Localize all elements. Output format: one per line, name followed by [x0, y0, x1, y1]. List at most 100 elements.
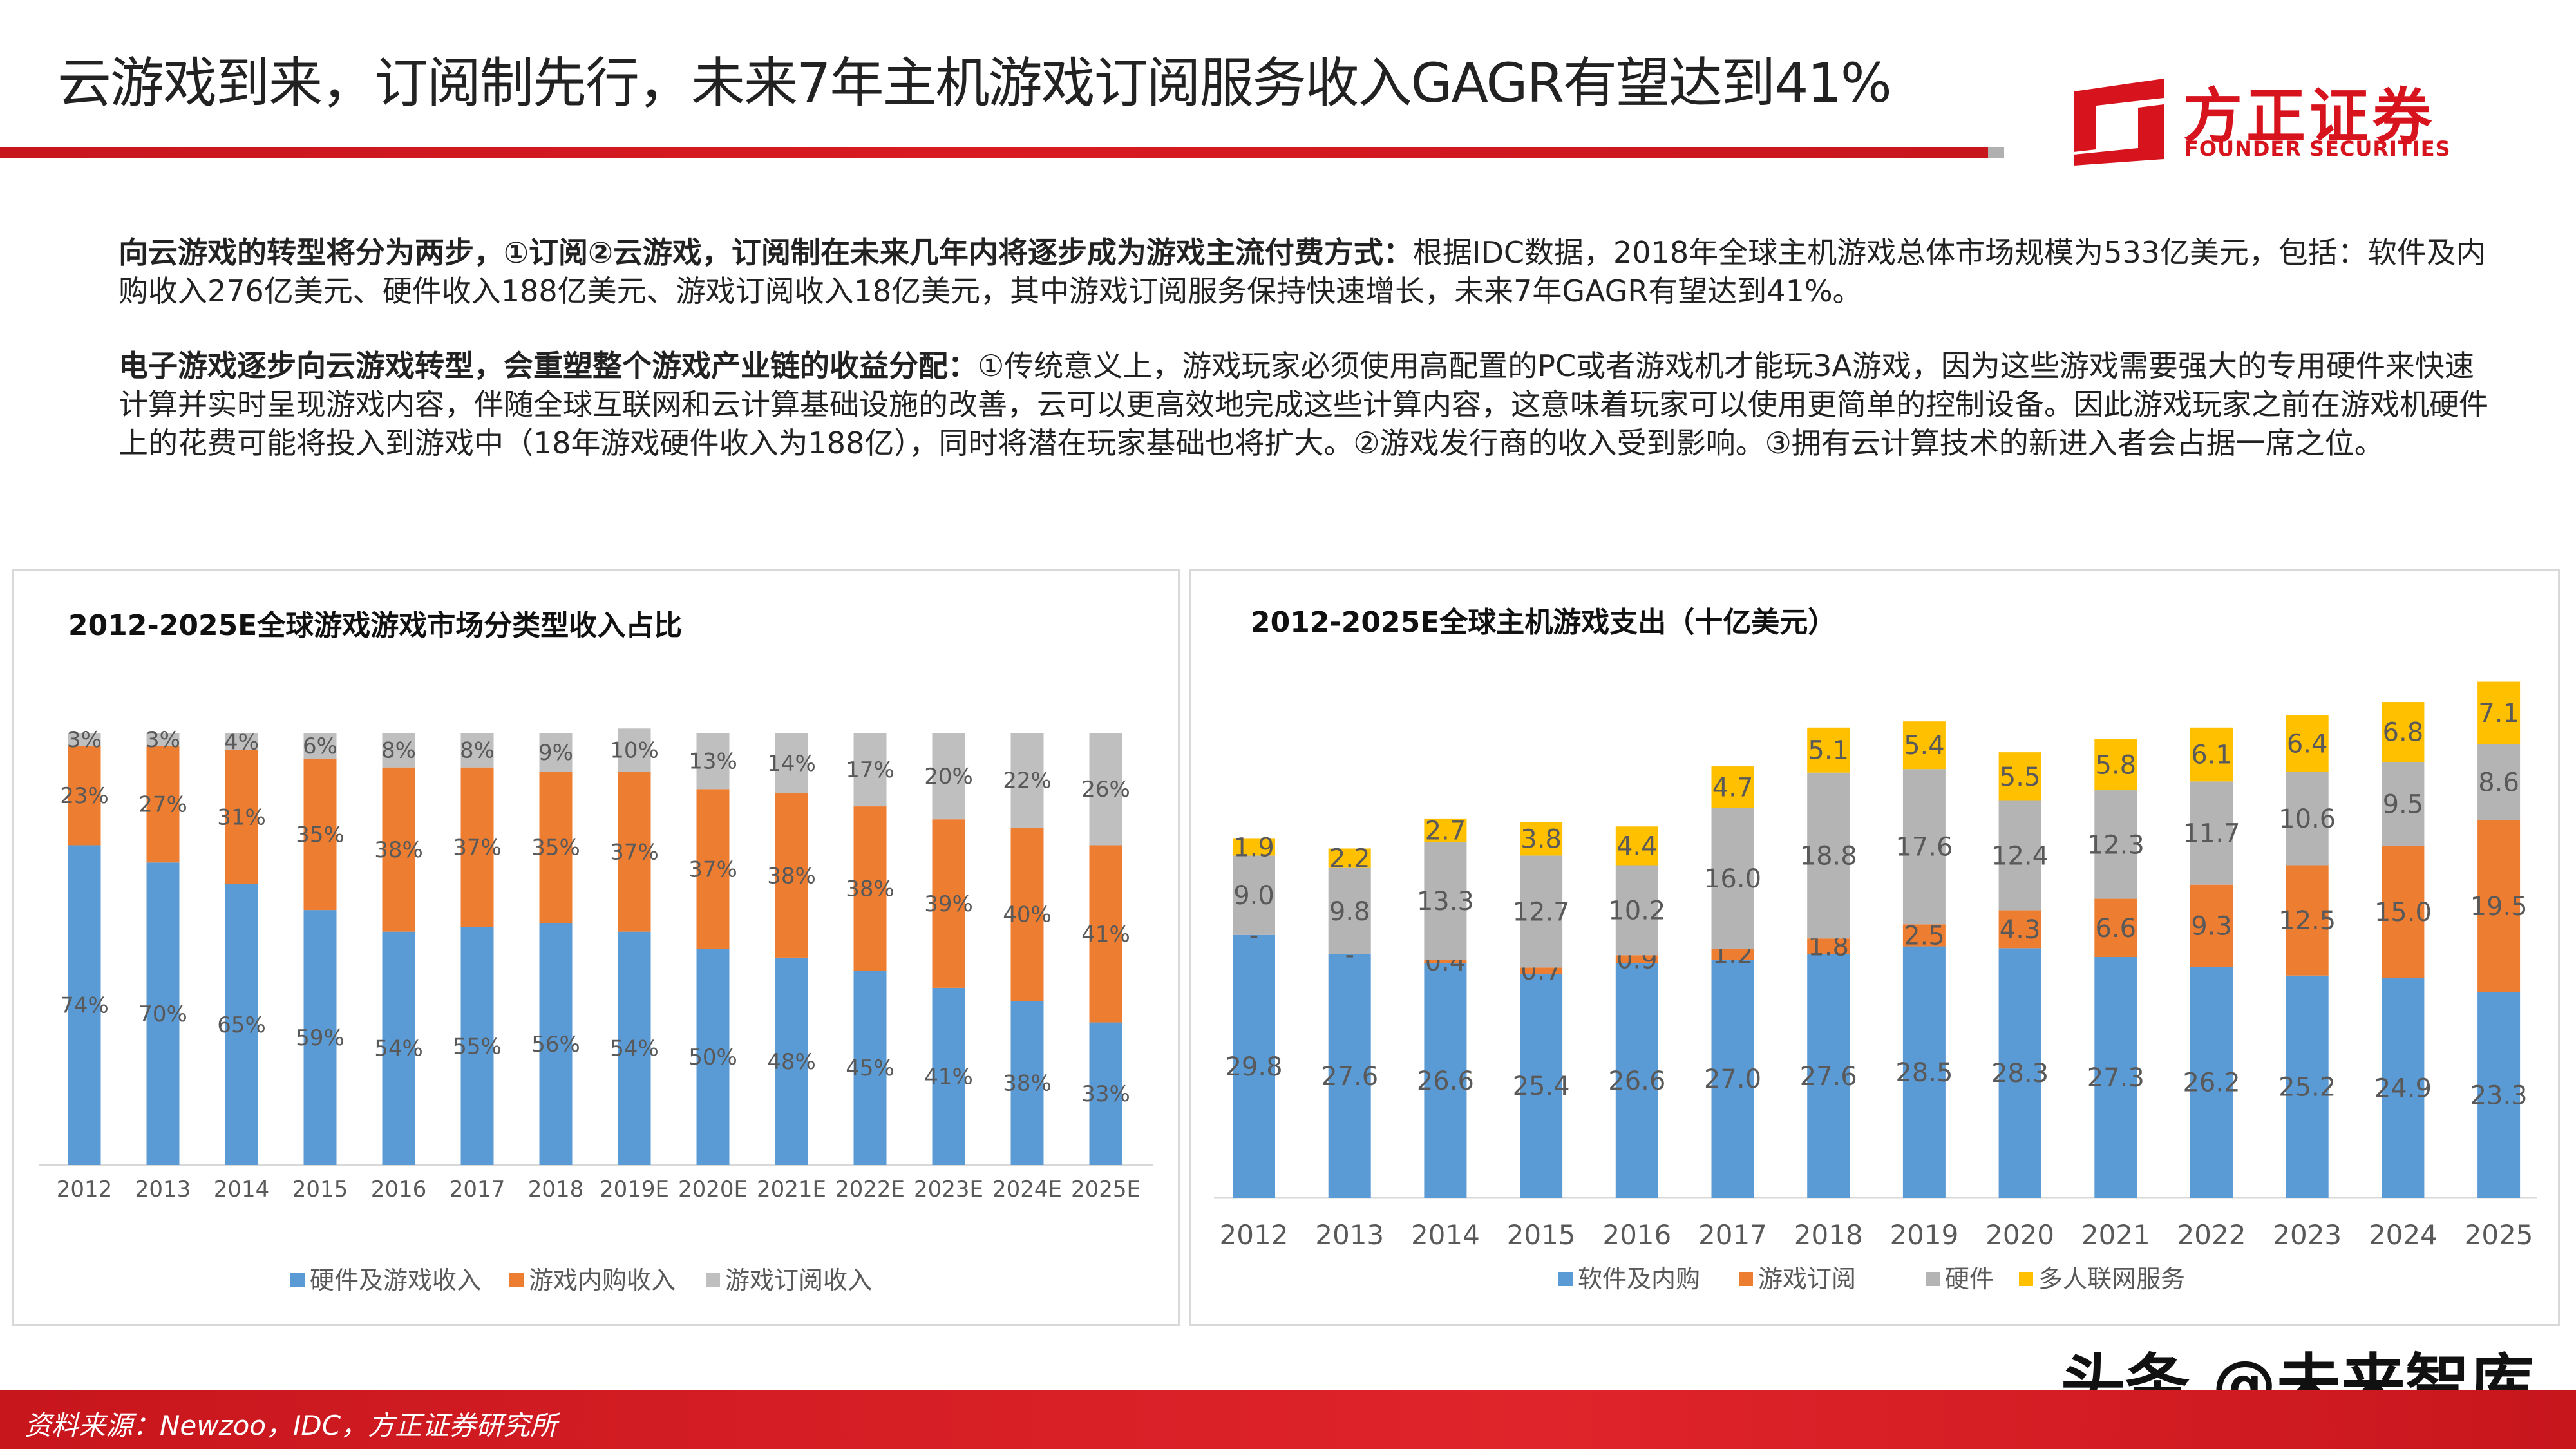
data-label: 20% — [924, 764, 973, 790]
x-tick-label: 2024E — [992, 1177, 1062, 1202]
data-label: 65% — [217, 1012, 266, 1038]
legend-swatch — [2019, 1272, 2033, 1286]
chart-console-spending: 2012-2025E全球主机游戏支出（十亿美元） 29.8-9.0 1.9 2012 2… — [1189, 569, 2560, 1326]
legend-label: 游戏订阅 — [1758, 1265, 1856, 1293]
bar-segment — [2382, 846, 2425, 978]
data-label: 26.6 — [1417, 1066, 1474, 1096]
chart-revenue-share-svg: 2012-2025E全球游戏游戏市场分类型收入占比 74% 23% 3% 2012 70%… — [39, 609, 1153, 1294]
bar-segment — [382, 733, 415, 768]
legend-label: 游戏内购收入 — [529, 1266, 676, 1294]
data-label: 18.8 — [1800, 841, 1857, 871]
bar-segment — [1807, 938, 1850, 954]
data-label: 37% — [453, 835, 502, 861]
data-label: 6% — [303, 734, 337, 759]
data-label: 16.0 — [1704, 864, 1761, 894]
x-tick-label: 2016 — [1602, 1219, 1671, 1251]
bar-segment — [618, 772, 651, 932]
bar-segment — [539, 923, 573, 1165]
legend-label: 硬件 — [1945, 1265, 1994, 1293]
data-label: 23.3 — [2470, 1081, 2528, 1110]
data-label: 24.9 — [2374, 1074, 2432, 1103]
bar-segment — [1615, 865, 1658, 956]
data-label: 37% — [610, 839, 659, 865]
data-label: 26.2 — [2183, 1068, 2240, 1098]
bar-segment — [2190, 781, 2233, 885]
bar-segment — [1807, 727, 1850, 773]
data-label: 35% — [296, 822, 345, 848]
data-label: 4.7 — [1712, 773, 1754, 802]
bar-segment — [460, 927, 494, 1165]
data-label: 17% — [846, 757, 895, 783]
data-label: 13.3 — [1417, 887, 1474, 916]
bar-segment — [1089, 845, 1122, 1023]
bar-segment — [382, 767, 415, 932]
x-tick-label: 2023E — [914, 1177, 983, 1202]
bar-segment — [1807, 954, 1850, 1198]
data-label: 26.6 — [1608, 1066, 1665, 1096]
data-label: 9% — [538, 740, 573, 766]
page-title: 云游戏到来，订阅制先行，未来7年主机游戏订阅服务收入GAGR有望达到41% — [57, 52, 1892, 115]
data-label: 50% — [688, 1045, 737, 1070]
x-tick-label: 2022 — [2177, 1219, 2246, 1251]
data-label: 22% — [1003, 768, 1052, 794]
bar-segment — [2190, 967, 2233, 1198]
bar-segment — [146, 733, 180, 746]
data-label: 3.8 — [1520, 824, 1562, 854]
legend-swatch — [509, 1273, 524, 1287]
data-label: 27.6 — [1800, 1062, 1857, 1092]
bar-segment — [2286, 865, 2329, 976]
x-tick-label: 2018 — [528, 1177, 584, 1202]
data-label: 9.3 — [2191, 911, 2232, 941]
data-label: 40% — [1003, 902, 1052, 928]
data-label: 38% — [767, 863, 816, 889]
bar-segment — [539, 733, 573, 772]
bar-segment — [460, 767, 494, 927]
data-label: 15.0 — [2374, 898, 2432, 927]
data-label: 4.4 — [1616, 831, 1658, 861]
x-tick-label: 2022E — [835, 1177, 905, 1202]
legend-label: 多人联网服务 — [2038, 1265, 2185, 1293]
bar-segment — [2286, 772, 2329, 866]
bar-segment — [1089, 1022, 1122, 1165]
bar-segment — [1711, 960, 1754, 1198]
legend-label: 硬件及游戏收入 — [310, 1266, 481, 1294]
bar-segment — [1520, 855, 1563, 968]
bar-segment — [1711, 949, 1754, 960]
data-label: 45% — [846, 1056, 895, 1081]
data-label: 41% — [1081, 922, 1130, 947]
bar-segment — [1520, 974, 1563, 1198]
paragraph-heading: 电子游戏逐步向云游戏转型，会重塑整个游戏产业链的收益分配： — [118, 348, 978, 383]
data-label: 56% — [531, 1032, 580, 1057]
data-label: 9.8 — [1329, 897, 1370, 927]
bar-segment — [1902, 769, 1946, 925]
chart-title: 2012-2025E全球游戏游戏市场分类型收入占比 — [68, 609, 682, 642]
bar-segment — [1998, 910, 2041, 949]
data-label: 8% — [460, 738, 495, 764]
bar-segment — [1010, 733, 1044, 828]
data-label: 11.7 — [2183, 819, 2240, 849]
bar-segment — [539, 772, 573, 923]
bar-segment — [146, 746, 180, 863]
bar-segment — [1233, 934, 1275, 1198]
bar-segment — [932, 987, 965, 1165]
bar-segment — [1615, 826, 1658, 866]
data-label: 8.6 — [2478, 768, 2519, 798]
data-label: 5.1 — [1808, 736, 1849, 766]
data-label: 38% — [374, 837, 423, 863]
data-label: 17.6 — [1895, 833, 1953, 862]
data-label: 12.4 — [1991, 841, 2049, 871]
data-label: 28.3 — [1991, 1059, 2049, 1088]
data-label: 6.1 — [2191, 741, 2232, 770]
paragraph-text: ①传统意义上，游戏玩家必须使用高配置的PC或者游戏机才能玩3A游戏，因为这些游戏… — [118, 348, 2488, 460]
bar-segment — [1902, 721, 1946, 770]
x-tick-label: 2021E — [757, 1177, 826, 1202]
data-label: 14% — [767, 751, 816, 777]
footer-band: 资料来源：Newzoo，IDC，方正证券研究所 — [0, 1390, 2576, 1449]
bar-segment — [1902, 924, 1946, 947]
bar-segment — [2286, 715, 2329, 772]
data-label: 38% — [1003, 1070, 1052, 1096]
bar-segment — [2190, 884, 2233, 967]
x-tick-label: 2014 — [214, 1177, 270, 1202]
bar-segment — [1089, 733, 1122, 846]
